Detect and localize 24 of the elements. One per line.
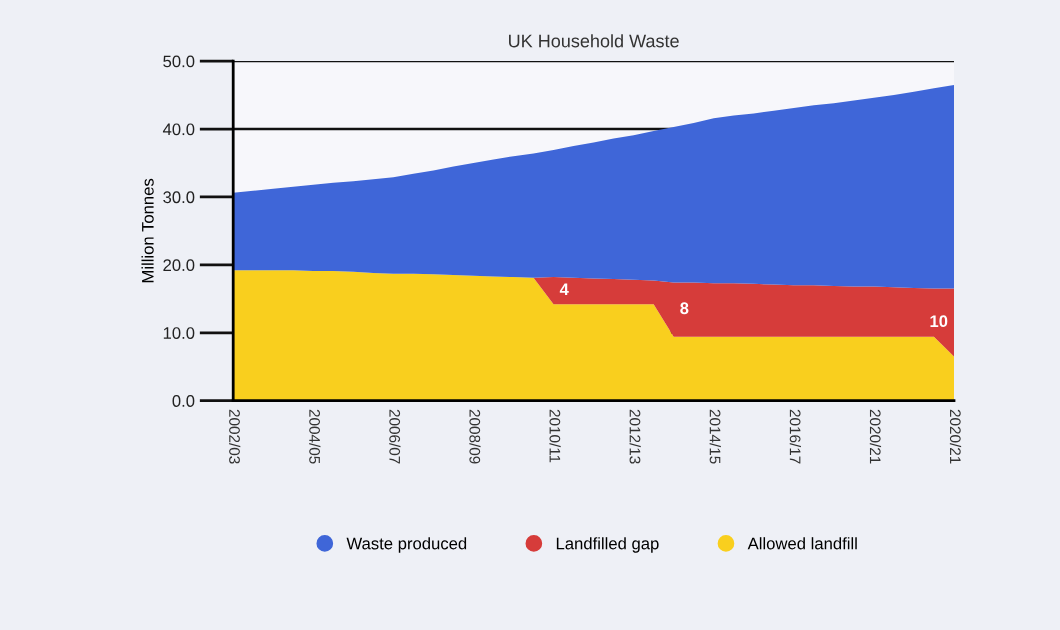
y-tick-label: 50.0 (163, 55, 195, 68)
x-tick-label: 2014/15 (709, 409, 721, 464)
legend-label: Allowed landfill (747, 537, 857, 550)
x-tick-label: 2004/05 (309, 409, 321, 464)
legend-label: Landfilled gap (556, 537, 659, 553)
data-label: 8 (680, 302, 689, 315)
x-tick-label: 2020/21 (949, 409, 962, 464)
x-tick-label: 2010/11 (549, 409, 561, 463)
x-tick-label: 2012/13 (629, 409, 641, 464)
y-tick-label: 30.0 (163, 191, 195, 204)
x-tick-label: 2002/03 (229, 409, 241, 464)
y-tick-label: 40.0 (162, 123, 195, 136)
y-axis-title: Million Tonnes (141, 178, 154, 283)
data-label: 10 (930, 315, 948, 328)
y-tick-label: 0.0 (172, 395, 195, 407)
x-tick-label: 2008/09 (469, 409, 481, 464)
x-tick-label: 2020/21 (869, 409, 882, 464)
legend-label: Waste produced (346, 537, 467, 553)
chart-title: UK Household Waste (509, 34, 679, 48)
x-tick-label: 2006/07 (389, 409, 401, 464)
data-label: 4 (559, 283, 569, 295)
y-tick-label: 10.0 (163, 327, 195, 339)
x-tick-label: 2016/17 (789, 409, 801, 464)
y-tick-label: 20.0 (163, 259, 195, 272)
